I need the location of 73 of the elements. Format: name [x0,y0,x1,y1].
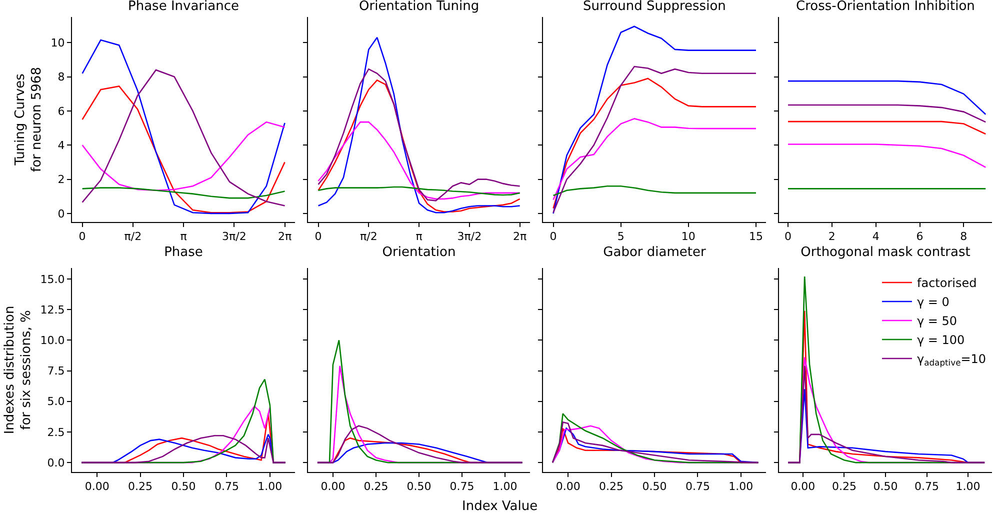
chart-title: Cross-Orientation Inhibition [796,0,975,14]
legend-label: γ = 50 [917,314,958,328]
x-tick-label: 3π/2 [457,230,482,244]
legend-label: factorised [917,276,977,290]
x-tick-label: π/2 [360,230,378,244]
y-tick-label: 12.5 [40,303,65,316]
x-tick-label: 0.00 [84,480,110,494]
y-tick-label: 4 [58,138,65,152]
x-tick-label: 0.25 [832,480,856,494]
x-tick-label: 5 [617,230,624,244]
x-tick-label: π/2 [124,230,142,244]
x-tick-label: 1.00 [258,480,282,494]
y-tick-label: 0.0 [47,456,65,470]
x-tick-label: 0 [550,230,557,244]
x-tick-label: 10 [681,230,696,244]
x-tick-label: 15 [749,230,763,244]
x-tick-label: 0.50 [873,480,898,494]
x-tick-label: 0.00 [790,480,816,494]
x-tick-label: 0.50 [406,480,432,494]
y-tick-label: 5.0 [47,395,65,408]
x-tick-label: 0.75 [214,480,239,494]
x-tick-label: 1.00 [492,480,518,494]
x-tick-label: π [180,230,188,244]
y-tick-label: 10.0 [40,334,65,348]
chart-title: Phase Invariance [128,0,239,14]
x-axis-title: Phase [164,244,203,260]
line-series [82,39,286,214]
x-axis-title: Orthogonal mask contrast [800,244,970,260]
x-tick-label: 2π [513,230,528,244]
y-axis-title: Indexes distribution for six sessions, % [2,306,34,434]
y-tick-label: 0 [58,207,65,220]
legend-label: γ = 0 [917,295,950,310]
y-axis-title: Tuning Curves for neuron 5968 [12,67,45,172]
x-tick-label: π [416,230,423,244]
line-series [82,121,286,192]
x-tick-label: 1.00 [728,480,754,494]
legend-label: γ = 100 [917,333,965,348]
y-tick-label: 8 [58,70,65,84]
y-tick-label: 7.5 [47,364,65,378]
x-tick-label: 0.75 [450,480,474,494]
line-series [82,86,286,214]
x-tick-label: 8 [960,230,968,244]
x-tick-label: 0.00 [320,480,346,494]
x-tick-label: 6 [916,230,924,244]
y-tick-label: 10 [50,36,65,50]
x-tick-label: 0.25 [599,480,624,494]
x-tick-label: 2 [828,230,836,244]
x-tick-label: 4 [872,230,880,244]
x-tick-label: 0.00 [556,480,580,494]
y-tick-label: 6 [58,104,65,118]
x-tick-label: 0 [78,230,86,244]
chart-title: Surround Suppression [583,0,726,14]
y-tick-label: 2 [58,173,65,186]
x-tick-label: 3π/2 [222,230,246,244]
x-tick-label: 2π [278,230,292,244]
legend-label: γ$_{adaptive}$=10 [917,352,986,368]
line-series [82,187,286,199]
x-tick-label: 0.50 [642,480,667,494]
x-tick-label: 0.25 [128,480,153,494]
line-series [82,69,286,206]
x-tick-label: 0.25 [364,480,388,494]
y-tick-label: 2.5 [47,426,65,439]
x-tick-label: 0.75 [685,480,710,494]
x-tick-label: 1.00 [956,480,980,494]
x-tick-label: 0 [784,230,792,244]
x-tick-label: 0 [314,230,322,244]
chart-title: Orientation Tuning [359,0,480,14]
x-tick-label: 0.50 [171,480,196,494]
x-tick-label: 0.75 [914,480,940,494]
text: Index Value [462,499,538,514]
x-axis-title: Orientation [382,244,456,260]
x-axis-title: Gabor diameter [603,244,706,260]
y-tick-label: 15.0 [40,272,65,286]
